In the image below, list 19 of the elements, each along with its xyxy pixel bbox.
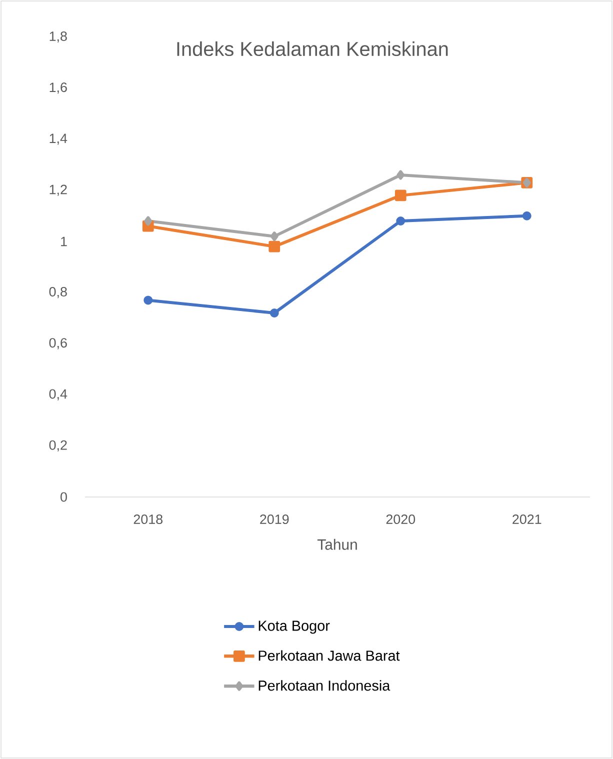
y-tick-label: 1 bbox=[61, 236, 67, 246]
y-tick-label: 1,2 bbox=[50, 184, 67, 196]
y-tick-label: 1,6 bbox=[50, 82, 67, 94]
legend-label: Kota Bogor bbox=[258, 620, 330, 634]
legend-label: Perkotaan Indonesia bbox=[258, 680, 390, 691]
chart-title: Indeks Kedalaman Kemiskinan bbox=[177, 41, 448, 56]
x-tick-label: 2020 bbox=[386, 514, 416, 524]
y-tick-label: 1,8 bbox=[50, 31, 67, 43]
x-axis-title: Tahun bbox=[317, 538, 357, 550]
y-tick-label: 0,4 bbox=[49, 389, 68, 400]
y-tick-label: 0,8 bbox=[49, 286, 67, 298]
y-tick-label: 0 bbox=[60, 492, 67, 502]
x-tick-label: 2018 bbox=[134, 514, 162, 524]
y-tick-label: 0,2 bbox=[49, 440, 67, 452]
y-tick-label: 0,6 bbox=[49, 338, 67, 350]
legend-label: Perkotaan Jawa Barat bbox=[258, 650, 400, 661]
x-tick-label: 2021 bbox=[512, 514, 542, 524]
x-tick-label: 2019 bbox=[260, 514, 289, 524]
y-tick-label: 1,4 bbox=[50, 134, 68, 145]
